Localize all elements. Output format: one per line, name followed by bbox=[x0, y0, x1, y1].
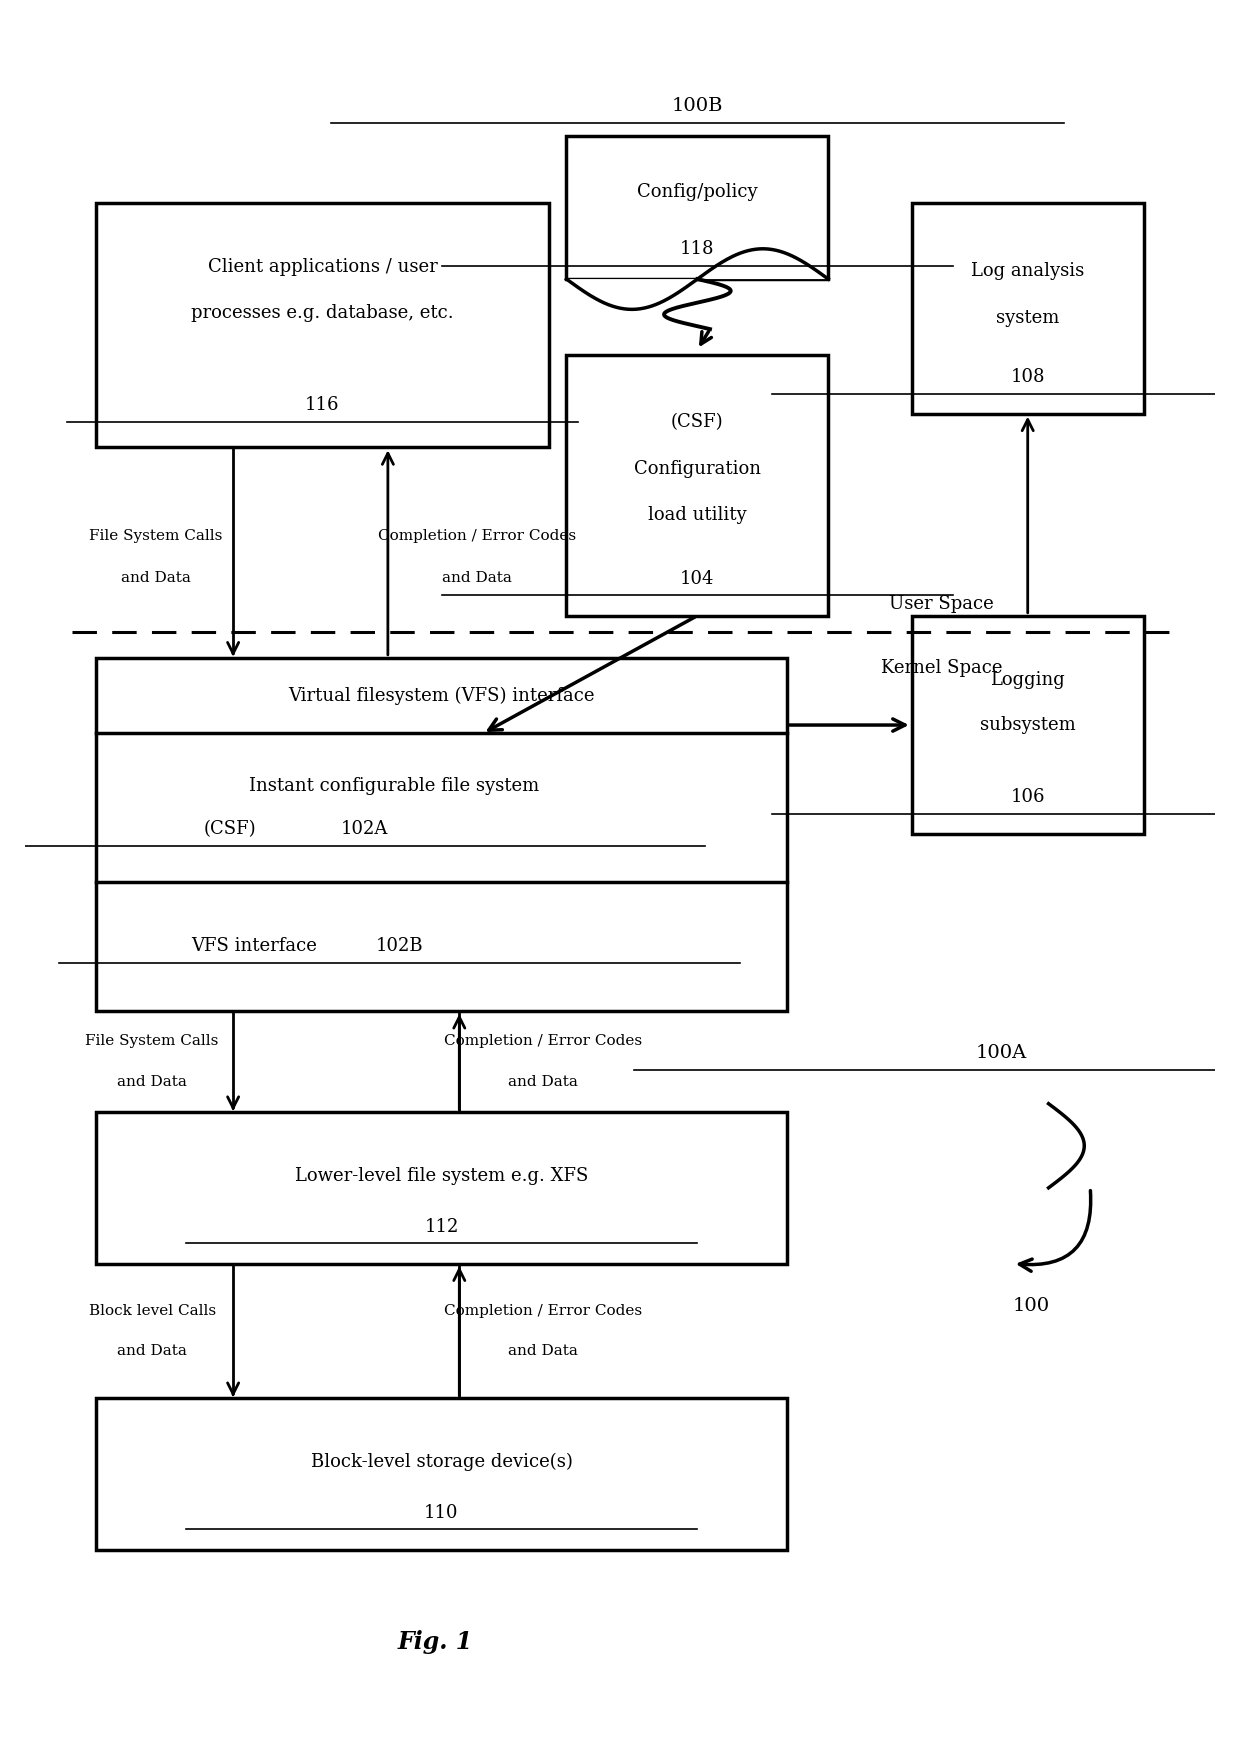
Text: 108: 108 bbox=[1011, 368, 1045, 386]
Text: Kernel Space: Kernel Space bbox=[880, 659, 1002, 677]
Text: (CSF): (CSF) bbox=[671, 414, 724, 431]
Text: 102B: 102B bbox=[376, 938, 424, 955]
Text: processes e.g. database, etc.: processes e.g. database, etc. bbox=[191, 303, 454, 323]
Text: Block-level storage device(s): Block-level storage device(s) bbox=[310, 1453, 573, 1471]
FancyArrowPatch shape bbox=[1019, 1190, 1091, 1271]
Text: Logging: Logging bbox=[991, 671, 1065, 689]
Text: Fig. 1: Fig. 1 bbox=[398, 1630, 474, 1655]
Text: Client applications / user: Client applications / user bbox=[207, 258, 438, 277]
Text: File System Calls: File System Calls bbox=[89, 529, 222, 543]
Text: Block level Calls: Block level Calls bbox=[88, 1304, 216, 1318]
Polygon shape bbox=[567, 249, 828, 309]
Bar bbox=[911, 203, 1143, 414]
Text: File System Calls: File System Calls bbox=[86, 1034, 219, 1048]
Text: Instant configurable file system: Instant configurable file system bbox=[249, 777, 539, 794]
Text: 100B: 100B bbox=[672, 96, 723, 114]
Bar bbox=[97, 657, 786, 1011]
Bar bbox=[567, 137, 828, 279]
Text: 100A: 100A bbox=[976, 1045, 1027, 1062]
Text: Configuration: Configuration bbox=[634, 461, 761, 479]
Text: Lower-level file system e.g. XFS: Lower-level file system e.g. XFS bbox=[295, 1167, 588, 1185]
Text: and Data: and Data bbox=[118, 1075, 187, 1089]
Text: subsystem: subsystem bbox=[980, 715, 1075, 735]
Text: load utility: load utility bbox=[649, 505, 746, 524]
Text: and Data: and Data bbox=[443, 571, 512, 586]
Bar bbox=[97, 1111, 786, 1264]
Text: 106: 106 bbox=[1011, 789, 1045, 806]
Bar bbox=[97, 1399, 786, 1550]
Text: Virtual filesystem (VFS) interface: Virtual filesystem (VFS) interface bbox=[288, 687, 595, 705]
Text: 116: 116 bbox=[305, 396, 340, 414]
Text: 104: 104 bbox=[681, 570, 714, 587]
Text: Log analysis: Log analysis bbox=[971, 261, 1084, 280]
Text: 112: 112 bbox=[424, 1218, 459, 1236]
Text: 118: 118 bbox=[680, 240, 714, 258]
Bar bbox=[567, 354, 828, 615]
Bar bbox=[97, 203, 548, 447]
Text: and Data: and Data bbox=[118, 1345, 187, 1359]
Bar bbox=[911, 615, 1143, 834]
Text: Completion / Error Codes: Completion / Error Codes bbox=[378, 529, 577, 543]
Text: Completion / Error Codes: Completion / Error Codes bbox=[444, 1034, 641, 1048]
Text: 110: 110 bbox=[424, 1504, 459, 1522]
Text: and Data: and Data bbox=[120, 571, 191, 586]
Text: Completion / Error Codes: Completion / Error Codes bbox=[444, 1304, 641, 1318]
Text: 102A: 102A bbox=[340, 820, 388, 838]
Text: Config/policy: Config/policy bbox=[637, 182, 758, 200]
Text: User Space: User Space bbox=[889, 594, 993, 614]
Text: (CSF): (CSF) bbox=[203, 820, 255, 838]
Text: VFS interface: VFS interface bbox=[191, 938, 317, 955]
Text: and Data: and Data bbox=[507, 1345, 578, 1359]
Text: system: system bbox=[996, 309, 1059, 326]
Text: and Data: and Data bbox=[507, 1075, 578, 1089]
Text: 100: 100 bbox=[1012, 1297, 1049, 1315]
